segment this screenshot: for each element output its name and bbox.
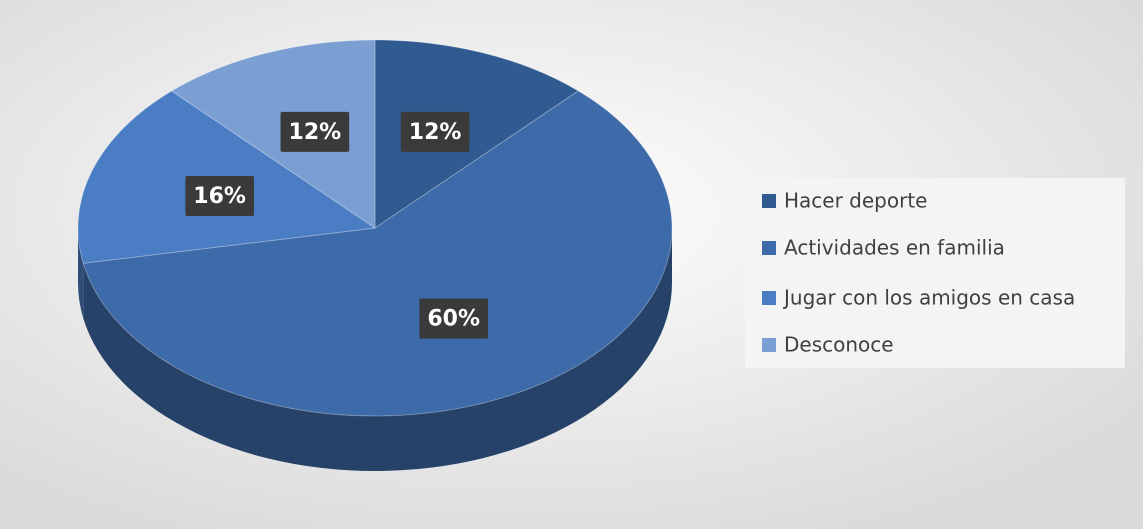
data-label-box bbox=[185, 176, 254, 217]
legend-label: Jugar con los amigos en casa bbox=[782, 286, 1075, 310]
legend-swatch bbox=[762, 241, 776, 255]
data-label-box bbox=[280, 111, 350, 152]
data-label: 12% bbox=[409, 120, 462, 145]
pie-slice bbox=[170, 39, 376, 229]
data-label-box bbox=[400, 111, 470, 152]
data-label: 60% bbox=[427, 307, 480, 332]
pie-side bbox=[78, 228, 84, 319]
pie-slice bbox=[374, 39, 580, 229]
data-label: 12% bbox=[289, 120, 342, 145]
legend-label: Desconoce bbox=[784, 333, 894, 357]
pie-side bbox=[83, 228, 673, 471]
legend-swatch bbox=[762, 194, 776, 208]
legend-label: Hacer deporte bbox=[784, 189, 927, 213]
data-label: 16% bbox=[193, 184, 246, 209]
legend-box bbox=[745, 178, 1125, 368]
legend-swatch bbox=[762, 291, 776, 305]
pie-slice bbox=[82, 90, 673, 417]
legend-swatch bbox=[762, 338, 776, 352]
legend-label: Actividades en familia bbox=[784, 236, 1005, 260]
data-label-box bbox=[419, 298, 489, 339]
